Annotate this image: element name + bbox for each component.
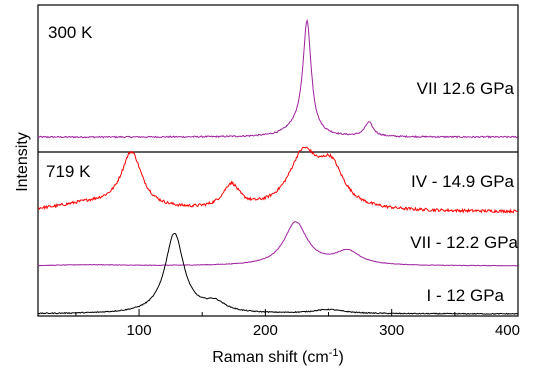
spectra-curves (37, 18, 518, 315)
x-axis-title-main: Raman shift (cm (212, 349, 328, 366)
spectrum-iv-14-9-gpa (37, 146, 518, 214)
x-axis-tick-labels: 100 200 300 400 (127, 322, 520, 339)
x-axis-title-suffix: ) (338, 349, 343, 366)
spectrum-i-12-gpa (37, 233, 518, 315)
spectrum-vii-12-6-gpa (37, 18, 518, 139)
series-label-vii-12-6: VII 12.6 GPa (417, 79, 515, 98)
series-label-i-12: I - 12 GPa (427, 286, 505, 305)
x-tick-label-300: 300 (379, 322, 404, 339)
spectrum-vii-12-2-gpa (37, 221, 518, 267)
x-axis-title-superscript: -1 (329, 347, 339, 359)
series-label-vii-12-2: VII - 12.2 GPa (410, 233, 518, 252)
y-axis-title: Intensity (14, 132, 31, 192)
panel-label-719k: 719 K (46, 162, 91, 181)
panel-label-300k: 300 K (48, 23, 93, 42)
plot-frame (37, 4, 519, 317)
x-tick-label-200: 200 (253, 322, 278, 339)
x-tick-label-100: 100 (127, 322, 152, 339)
x-axis-title: Raman shift (cm-1) (212, 347, 344, 366)
x-tick-label-400: 400 (495, 322, 520, 339)
series-label-iv-14-9: IV - 14.9 GPa (411, 172, 515, 191)
